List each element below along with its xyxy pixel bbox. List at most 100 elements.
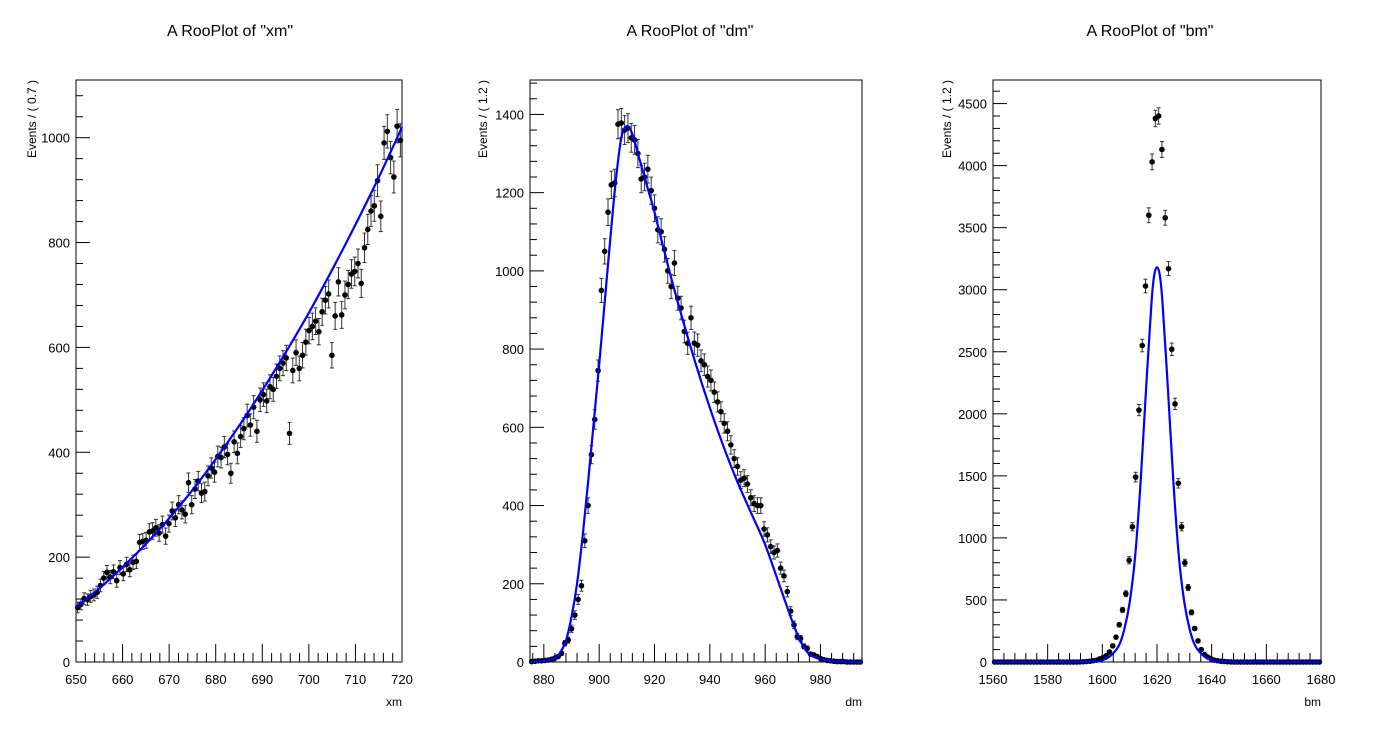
y-tick-label: 400 — [502, 499, 524, 514]
data-point — [781, 569, 787, 583]
data-point — [126, 562, 133, 578]
data-marker — [764, 532, 771, 538]
x-tick-label: 660 — [112, 672, 134, 687]
y-tick-label: 1000 — [41, 131, 70, 146]
data-marker — [1168, 346, 1175, 353]
data-marker — [100, 575, 107, 581]
data-point — [605, 198, 611, 226]
data-marker — [257, 397, 263, 403]
data-point — [371, 189, 378, 222]
data-point — [322, 285, 329, 315]
data-marker — [182, 511, 189, 517]
y-tick-label: 4500 — [958, 97, 987, 112]
data-marker — [368, 208, 374, 214]
data-marker — [724, 428, 731, 435]
data-point — [1162, 209, 1168, 226]
data-marker — [306, 327, 312, 334]
data-marker — [1175, 480, 1182, 487]
data-point — [254, 419, 260, 443]
fit-curve — [529, 125, 863, 664]
data-marker — [345, 281, 352, 288]
data-marker — [688, 315, 694, 321]
data-marker — [133, 558, 140, 565]
data-marker — [113, 577, 120, 584]
data-marker — [1149, 159, 1155, 165]
y-tick-label: 200 — [502, 577, 524, 592]
data-marker — [361, 244, 368, 251]
data-marker — [280, 360, 286, 366]
y-tick-label: 1200 — [495, 186, 524, 201]
data-marker — [358, 280, 365, 287]
data-marker — [1155, 113, 1162, 119]
data-marker — [120, 571, 127, 577]
data-point — [1119, 606, 1126, 613]
data-marker — [319, 308, 325, 315]
data-point — [1106, 649, 1113, 655]
data-marker — [391, 174, 397, 180]
data-point — [228, 462, 234, 484]
data-marker — [188, 501, 195, 508]
y-tick-label: 600 — [502, 420, 524, 435]
data-marker — [205, 473, 211, 479]
data-point — [270, 376, 277, 402]
data-marker — [351, 268, 358, 275]
data-marker — [322, 297, 329, 304]
data-point — [355, 248, 361, 279]
data-point — [618, 108, 625, 139]
data-marker — [172, 515, 179, 521]
data-marker — [598, 287, 605, 294]
chart-title: A RooPlot of "xm" — [167, 23, 293, 40]
data-point — [704, 365, 711, 388]
data-point — [1113, 634, 1119, 640]
data-point — [309, 312, 316, 341]
data-marker — [671, 260, 678, 266]
x-tick-label: 720 — [391, 672, 413, 687]
data-point — [671, 250, 678, 277]
data-marker — [299, 352, 306, 359]
data-point — [286, 421, 293, 445]
data-marker — [1188, 609, 1195, 616]
data-point — [342, 280, 348, 310]
data-point — [329, 342, 335, 369]
data-marker — [309, 323, 316, 330]
data-point — [325, 279, 332, 309]
data-point — [688, 305, 694, 330]
data-point — [598, 277, 605, 303]
data-point — [332, 301, 338, 330]
data-point — [1155, 107, 1162, 125]
x-tick-label: 880 — [533, 672, 555, 687]
x-tick-label: 1580 — [1033, 672, 1062, 687]
y-axis-label: Events / ( 0.7 ) — [25, 80, 39, 158]
data-marker — [1113, 634, 1119, 640]
data-marker — [1132, 474, 1139, 480]
data-point — [721, 413, 728, 434]
x-tick-label: 1660 — [1252, 672, 1281, 687]
plot-frame — [529, 79, 863, 663]
data-marker — [270, 386, 277, 393]
data-point — [335, 267, 342, 297]
data-point — [306, 316, 312, 345]
data-point — [757, 497, 764, 514]
data-marker — [316, 328, 322, 335]
data-point — [182, 504, 189, 524]
data-marker — [1159, 146, 1165, 153]
data-point — [368, 195, 374, 227]
y-tick-label: 0 — [63, 655, 70, 670]
data-point — [296, 355, 303, 382]
data-point — [351, 256, 358, 287]
data-marker — [179, 507, 185, 513]
data-point — [718, 401, 724, 423]
panel-bm: A RooPlot of "bm" Events / ( 1.2 ) bm 15… — [940, 23, 1335, 709]
data-point — [741, 469, 747, 488]
data-marker — [335, 279, 342, 285]
data-point — [384, 114, 391, 149]
data-point — [711, 381, 718, 403]
data-marker — [283, 355, 290, 361]
x-tick-label: 1680 — [1307, 672, 1336, 687]
x-tick-label: 650 — [65, 672, 87, 687]
x-tick-label: 1620 — [1143, 672, 1172, 687]
data-point — [744, 475, 751, 493]
data-point — [1178, 522, 1185, 532]
chart-title: A RooPlot of "bm" — [1087, 23, 1214, 40]
data-point — [361, 232, 368, 264]
